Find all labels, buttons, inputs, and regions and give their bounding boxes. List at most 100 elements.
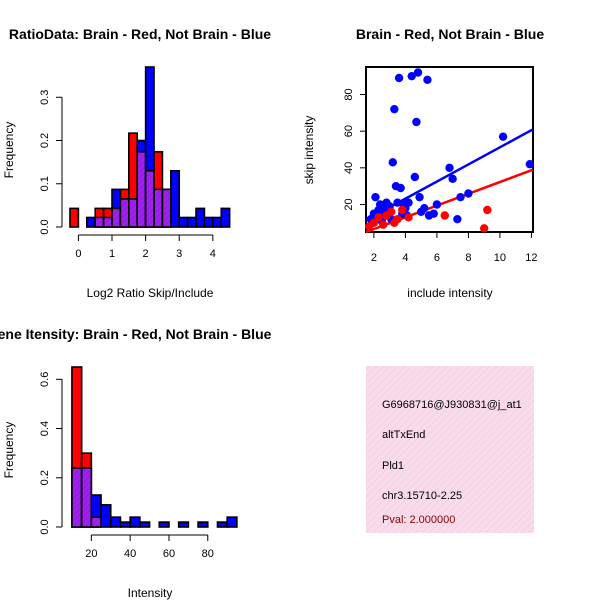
scatter-point-blue bbox=[410, 172, 420, 182]
p3-bar bbox=[177, 521, 190, 528]
intensity-histogram-title: Exon/Gene Itensity: Brain - Red, Not Bra… bbox=[0, 326, 272, 342]
info-location: chr3.15710-2.25 bbox=[382, 490, 462, 502]
scatter-point-blue bbox=[429, 209, 438, 218]
scatter-point-red bbox=[398, 205, 407, 215]
scatter-point-red bbox=[479, 224, 489, 233]
p1-overlap-bar bbox=[128, 198, 139, 228]
scatter-title: Brain - Red, Not Brain - Blue bbox=[356, 26, 544, 42]
scatter-point-blue bbox=[404, 198, 413, 207]
intensity-y-ticks: 0.0 0.2 0.4 0.6 bbox=[39, 372, 62, 535]
p1-overlap-bar bbox=[102, 216, 113, 228]
p1-bar bbox=[178, 216, 189, 228]
scatter-point-blue bbox=[525, 159, 535, 169]
p3-overlap-bar bbox=[80, 467, 93, 528]
intensity-x-label: Intensity bbox=[128, 586, 173, 600]
p3-bar bbox=[216, 521, 228, 528]
p3-y-tick-label: 0.2 bbox=[39, 470, 51, 485]
ratio-x-ticks: 0 1 2 3 4 bbox=[75, 235, 216, 260]
p1-bar bbox=[69, 207, 80, 228]
p1-overlap-bar bbox=[119, 198, 130, 228]
scatter-point-blue bbox=[393, 198, 402, 207]
info-type: altTxEnd bbox=[382, 429, 425, 441]
scatter-point-blue bbox=[388, 158, 397, 167]
scatter-x-tick-label: 8 bbox=[465, 252, 471, 264]
scatter-point-blue bbox=[448, 174, 457, 184]
intensity-y-label: Frequency bbox=[2, 422, 16, 479]
ratio-histogram-bars bbox=[69, 66, 231, 228]
scatter-point-blue bbox=[407, 71, 416, 81]
scatter-point-red bbox=[440, 211, 449, 220]
p1-y-tick-label: 0.1 bbox=[39, 176, 51, 191]
p1-overlap-bar bbox=[94, 216, 105, 228]
scatter-point-blue bbox=[394, 73, 404, 83]
p3-overlap-bar bbox=[71, 467, 83, 528]
scatter-point-blue bbox=[396, 183, 405, 193]
p3-y-tick-label: 0.0 bbox=[39, 519, 51, 534]
p1-y-tick-label: 0.0 bbox=[39, 219, 51, 234]
scatter-point-blue bbox=[415, 192, 424, 202]
scatter-point-blue bbox=[413, 68, 423, 77]
scatter-point-blue bbox=[445, 163, 454, 173]
p3-y-tick-label: 0.6 bbox=[39, 372, 51, 387]
info-background bbox=[366, 366, 534, 533]
scatter-point-blue bbox=[390, 104, 399, 114]
p1-y-tick-label: 0.3 bbox=[39, 90, 51, 105]
p1-overlap-bar bbox=[153, 188, 164, 228]
scatter-y-tick-label: 20 bbox=[343, 198, 355, 210]
p3-bar bbox=[158, 521, 170, 528]
p1-bar bbox=[220, 207, 231, 228]
scatter-point-red bbox=[483, 205, 492, 215]
info-pval: Pval: 2.000000 bbox=[382, 514, 455, 526]
info-gene: Pld1 bbox=[382, 460, 404, 472]
p3-overlap-bar bbox=[90, 516, 102, 528]
p3-bar bbox=[226, 516, 238, 528]
scatter-point-blue bbox=[423, 75, 432, 85]
scatter-point-blue bbox=[371, 192, 380, 202]
intensity-x-ticks: 20 40 60 80 bbox=[85, 535, 214, 560]
p3-x-tick-label: 60 bbox=[163, 548, 175, 560]
ratio-x-label: Log2 Ratio Skip/Include bbox=[87, 286, 214, 300]
scatter-point-blue bbox=[420, 203, 429, 213]
intensity-histogram-panel: Exon/Gene Itensity: Brain - Red, Not Bra… bbox=[0, 326, 272, 600]
scatter-point-blue bbox=[432, 200, 442, 209]
p1-x-tick-label: 1 bbox=[109, 248, 115, 260]
p1-bar bbox=[195, 207, 206, 228]
p1-overlap-bar bbox=[136, 150, 147, 228]
p1-overlap-bar bbox=[144, 169, 155, 228]
p3-x-tick-label: 20 bbox=[85, 548, 97, 560]
scatter-points bbox=[364, 68, 535, 233]
p1-x-tick-label: 0 bbox=[75, 248, 81, 260]
p1-y-tick-label: 0.2 bbox=[39, 133, 51, 148]
p1-overlap-bar bbox=[111, 207, 122, 228]
p3-bar bbox=[109, 516, 122, 528]
scatter-x-tick-label: 4 bbox=[402, 252, 408, 264]
p1-bar bbox=[170, 169, 181, 228]
scatter-x-ticks: 2 4 6 8 10 12 bbox=[371, 232, 538, 264]
scatter-point-red bbox=[379, 220, 388, 229]
scatter-point-blue bbox=[498, 132, 508, 141]
p3-bar bbox=[119, 521, 131, 528]
p1-bar bbox=[212, 216, 223, 228]
scatter-point-blue bbox=[412, 117, 421, 127]
ratio-histogram-panel: RatioData: Brain - Red, Not Brain - Blue… bbox=[2, 26, 271, 300]
p1-x-tick-label: 3 bbox=[176, 248, 182, 260]
p1-x-tick-label: 2 bbox=[143, 248, 149, 260]
scatter-point-blue bbox=[453, 214, 462, 224]
scatter-panel: Brain - Red, Not Brain - Blue 2 4 6 8 10 12 2… bbox=[302, 26, 544, 300]
p3-x-tick-label: 40 bbox=[124, 548, 136, 560]
scatter-point-red bbox=[387, 207, 396, 217]
scatter-y-ticks: 20 40 60 80 bbox=[343, 88, 366, 211]
p3-bar bbox=[197, 521, 209, 528]
scatter-point-red bbox=[374, 213, 383, 222]
p3-bar bbox=[100, 504, 112, 528]
scatter-point-red bbox=[393, 214, 402, 224]
p3-bar bbox=[129, 516, 141, 528]
scatter-y-label: skip intensity bbox=[302, 116, 316, 185]
scatter-x-tick-label: 6 bbox=[434, 252, 440, 264]
ratio-y-ticks: 0.0 0.1 0.2 0.3 bbox=[39, 90, 62, 235]
scatter-x-tick-label: 10 bbox=[494, 252, 506, 264]
p3-x-tick-label: 80 bbox=[202, 548, 214, 560]
p1-bar bbox=[186, 216, 197, 228]
info-id: G6968716@J930831@j_at1 bbox=[382, 399, 522, 411]
